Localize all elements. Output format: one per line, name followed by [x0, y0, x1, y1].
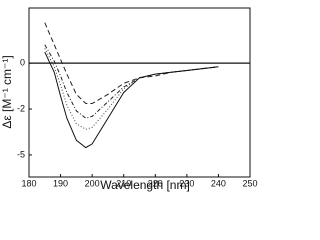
y-tick-label: -5 — [17, 149, 25, 159]
y-tick-label: -2 — [17, 103, 25, 113]
x-tick-label: 240 — [211, 178, 226, 188]
plot-frame — [28, 7, 251, 178]
data-line — [44, 48, 219, 130]
x-tick-label: 190 — [53, 178, 68, 188]
data-line — [44, 51, 219, 149]
x-tick-label: 200 — [85, 178, 100, 188]
chart: Wavelength [nm] Δε [M⁻¹ cm⁻¹] 180 190 200 2… — [0, 7, 258, 192]
x-tick-label: 230 — [179, 178, 194, 188]
x-axis-title: Wavelength [nm] — [100, 178, 190, 192]
x-tick-label: 220 — [148, 178, 163, 188]
x-tick-label: 210 — [116, 178, 131, 188]
y-axis-title: Δε [M⁻¹ cm⁻¹] — [0, 55, 14, 128]
y-tick-label: 0 — [20, 57, 25, 67]
x-tick-label: 250 — [242, 178, 257, 188]
x-tick-label: 180 — [21, 178, 36, 188]
